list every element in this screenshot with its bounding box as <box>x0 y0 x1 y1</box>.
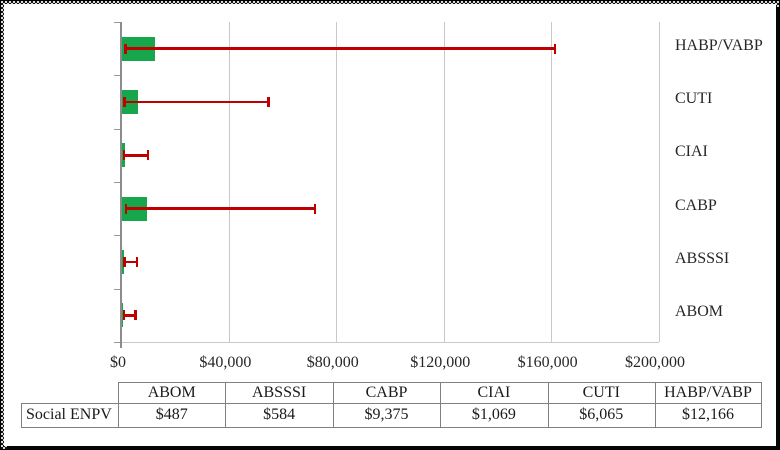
x-tick-label: $0 <box>110 354 126 371</box>
table-column-border <box>761 381 762 428</box>
error-cap-low <box>124 203 128 214</box>
gridline <box>228 22 230 342</box>
table-value-cell: $9,375 <box>364 406 409 423</box>
category-label: ABSSSI <box>675 250 730 267</box>
error-bar <box>124 207 317 210</box>
x-tick-label: $160,000 <box>517 354 578 371</box>
category-label: CABP <box>675 196 717 214</box>
plot-area <box>114 22 660 348</box>
error-cap-high <box>134 310 137 321</box>
table-column-border <box>118 381 119 428</box>
table-value-cell: $584 <box>263 406 296 423</box>
error-cap-high <box>313 203 317 214</box>
error-cap-low <box>123 257 126 267</box>
table-header-cell: ABOM <box>147 384 196 401</box>
bar <box>122 250 124 274</box>
y-axis-line <box>120 22 122 348</box>
chart-canvas: HABP/VABP CUTI CIAI CABP ABSSSI ABOM $0 $40,000… <box>4 4 776 446</box>
category-label: CUTI <box>675 90 713 107</box>
x-tick-label: $40,000 <box>199 354 252 371</box>
axis-tick <box>114 182 120 183</box>
table-value-cell: $1,069 <box>471 406 516 423</box>
error-cap-low <box>122 310 126 321</box>
table-column-border <box>332 381 334 428</box>
x-tick-label: $80,000 <box>306 354 359 371</box>
table-header-cell: HABP/VABP <box>664 384 752 401</box>
category-label: CIAI <box>675 143 708 161</box>
error-bar <box>124 47 557 50</box>
gridline <box>336 22 338 342</box>
table-value-cell: $6,065 <box>579 406 624 423</box>
axis-tick <box>114 288 120 290</box>
table-value-cell: $487 <box>155 406 188 423</box>
error-cap-high <box>267 97 270 107</box>
category-label: ABOM <box>675 303 724 321</box>
x-axis-line <box>122 342 659 343</box>
gridline <box>551 22 553 342</box>
table-border-top <box>118 381 761 383</box>
axis-tick <box>114 75 120 77</box>
error-cap-high <box>135 257 139 267</box>
table-border-middle <box>21 403 761 404</box>
table-column-border <box>440 381 442 428</box>
row-header-cell: Social ENPV <box>26 406 112 423</box>
gridline <box>443 22 445 342</box>
error-bar <box>122 154 150 157</box>
bar <box>122 303 124 328</box>
axis-tick <box>114 235 120 237</box>
axis-tick <box>114 342 120 343</box>
error-bar <box>123 100 270 104</box>
table-header-cell: CABP <box>365 384 408 401</box>
error-cap-low <box>124 43 127 54</box>
table-header-cell: ABSSSI <box>251 384 307 401</box>
error-bar <box>123 260 139 264</box>
table-column-border <box>547 381 549 428</box>
table-header-cell: CUTI <box>582 384 620 401</box>
table-border-bottom <box>21 426 761 428</box>
x-tick-label: $120,000 <box>410 354 471 371</box>
table-border-left <box>21 403 22 428</box>
error-cap-high <box>146 150 150 161</box>
table-column-border <box>225 381 227 428</box>
error-cap-low <box>122 150 126 161</box>
axis-tick <box>114 22 120 23</box>
error-bar <box>122 314 137 317</box>
table-value-cell: $12,166 <box>682 406 734 423</box>
gridline <box>658 22 660 342</box>
table-header-cell: CIAI <box>477 384 511 401</box>
axis-tick <box>114 128 120 130</box>
category-label: HABP/VABP <box>675 36 763 54</box>
error-cap-low <box>123 97 126 107</box>
table-column-border <box>655 381 656 428</box>
x-tick-label: $200,000 <box>625 354 685 371</box>
error-cap-high <box>553 43 557 54</box>
